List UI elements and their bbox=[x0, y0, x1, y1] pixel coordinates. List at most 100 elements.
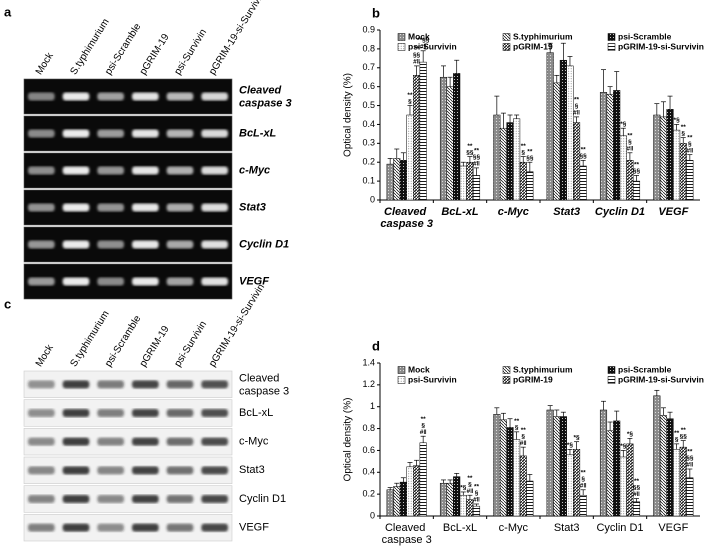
legend-swatch bbox=[397, 366, 406, 374]
bar bbox=[446, 86, 454, 201]
gel-band bbox=[201, 523, 228, 532]
significance-mark: *§ bbox=[627, 431, 634, 438]
gel-band bbox=[201, 495, 228, 503]
gel-band bbox=[201, 92, 228, 101]
error-bar bbox=[407, 462, 413, 467]
bar bbox=[419, 442, 427, 517]
significance-mark: ** bbox=[687, 134, 693, 141]
bar bbox=[599, 409, 608, 517]
gel-band bbox=[166, 437, 194, 446]
bar bbox=[386, 163, 394, 201]
error-bar bbox=[407, 105, 413, 115]
x-tick-label: Cleaved caspase 3 bbox=[380, 206, 433, 230]
bar bbox=[686, 160, 694, 201]
lane-label: Mock bbox=[34, 50, 57, 77]
gel-strip bbox=[23, 456, 233, 484]
bar bbox=[399, 481, 407, 517]
bar bbox=[406, 114, 414, 201]
bar bbox=[566, 65, 574, 201]
bar bbox=[573, 122, 581, 201]
error-bar bbox=[667, 411, 673, 419]
significance-mark: §§ bbox=[633, 485, 641, 492]
significance-mark: ** bbox=[681, 427, 687, 434]
error-bar bbox=[500, 112, 506, 129]
legend-label: S.typhimurium bbox=[513, 364, 573, 374]
significance-mark: #‖ bbox=[420, 43, 427, 50]
legend-swatch bbox=[502, 43, 511, 51]
gel-band bbox=[62, 466, 90, 475]
error-bar bbox=[620, 450, 626, 457]
lane-label: psi-Scramble bbox=[103, 21, 143, 77]
row-label: BcL-xL bbox=[239, 127, 277, 139]
error-bar bbox=[460, 491, 466, 496]
bar bbox=[413, 465, 421, 517]
error-bar bbox=[514, 431, 520, 440]
legend-swatch bbox=[502, 366, 511, 374]
legend-label: pGRIM-19-si-Survivin bbox=[618, 374, 704, 384]
gel-band bbox=[97, 466, 124, 475]
significance-mark: #‖ bbox=[473, 497, 480, 504]
legend-label: psi-Scramble bbox=[618, 31, 672, 41]
row-label: Cleaved caspase 3 bbox=[239, 372, 289, 397]
bar bbox=[519, 161, 527, 201]
significance-mark: § bbox=[521, 149, 525, 156]
error-bar bbox=[580, 489, 586, 496]
bar bbox=[519, 455, 527, 517]
error-bar bbox=[674, 443, 680, 450]
error-bar bbox=[547, 405, 553, 410]
legend-label: psi-Survivin bbox=[408, 374, 457, 384]
error-bar bbox=[554, 74, 560, 83]
bar bbox=[673, 449, 681, 517]
gel-band bbox=[62, 495, 90, 503]
x-tick-label: BcL-xL bbox=[443, 522, 477, 534]
gel-band bbox=[132, 495, 159, 503]
bar bbox=[459, 494, 467, 517]
gel-band bbox=[28, 240, 55, 249]
error-bar bbox=[394, 148, 400, 159]
significance-mark: ** bbox=[527, 148, 533, 155]
gel-strip bbox=[23, 152, 233, 189]
significance-mark: **§§ bbox=[417, 37, 430, 44]
bar bbox=[626, 443, 634, 517]
bar bbox=[513, 118, 521, 201]
gel-band bbox=[28, 277, 55, 286]
gel-band bbox=[28, 92, 55, 101]
row-label: c-Myc bbox=[239, 164, 270, 176]
significance-mark: ** bbox=[474, 484, 480, 491]
panel-letter: b bbox=[372, 5, 380, 20]
bar bbox=[613, 90, 621, 201]
row-label: Cyclin D1 bbox=[239, 493, 286, 505]
error-bar bbox=[680, 137, 686, 144]
error-bar bbox=[580, 159, 586, 166]
significance-mark: § bbox=[628, 139, 632, 146]
significance-mark: #‖ bbox=[633, 491, 640, 498]
gel-band bbox=[97, 129, 124, 138]
error-bar bbox=[567, 56, 573, 66]
y-tick-label: 0.6 bbox=[362, 81, 375, 91]
x-tick-label: Cyclin D1 bbox=[595, 206, 645, 218]
error-bar bbox=[614, 71, 620, 91]
bar bbox=[566, 454, 574, 517]
significance-mark: § bbox=[408, 98, 412, 105]
gel-band bbox=[132, 380, 159, 389]
error-bar bbox=[400, 477, 406, 483]
y-tick-label: 0.4 bbox=[362, 467, 375, 477]
bar bbox=[606, 93, 614, 201]
significance-mark: #‖ bbox=[626, 145, 633, 152]
row-label: Cyclin D1 bbox=[239, 238, 289, 250]
lane-label: psi-Survivin bbox=[172, 319, 209, 369]
lane-label: pGRIM-19-si-Survivin bbox=[207, 0, 267, 77]
row-label: Stat3 bbox=[239, 464, 265, 476]
error-bar bbox=[460, 161, 466, 166]
bar bbox=[632, 180, 641, 201]
error-bar bbox=[601, 400, 606, 410]
gel-band bbox=[62, 92, 90, 101]
significance-mark: § bbox=[675, 437, 679, 444]
error-bar bbox=[660, 101, 666, 117]
significance-mark: ** bbox=[467, 143, 473, 150]
x-tick-label: VEGF bbox=[658, 522, 688, 534]
error-bar bbox=[527, 474, 533, 482]
bar bbox=[686, 477, 694, 517]
gel-band bbox=[62, 166, 90, 175]
legend-swatch bbox=[607, 366, 616, 374]
